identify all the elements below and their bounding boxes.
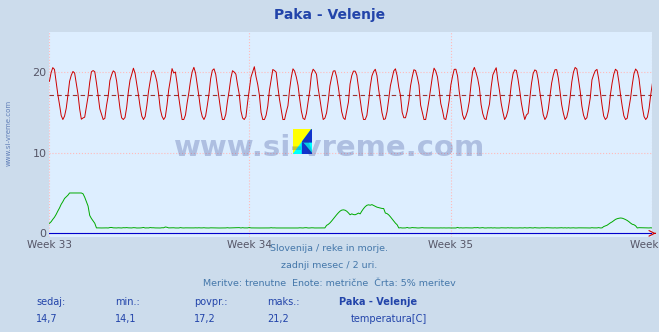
Text: Meritve: trenutne  Enote: metrične  Črta: 5% meritev: Meritve: trenutne Enote: metrične Črta: … xyxy=(203,279,456,288)
Text: Paka - Velenje: Paka - Velenje xyxy=(274,8,385,22)
Text: povpr.:: povpr.: xyxy=(194,297,228,307)
Text: 17,2: 17,2 xyxy=(194,314,216,324)
Text: min.:: min.: xyxy=(115,297,140,307)
Text: www.si-vreme.com: www.si-vreme.com xyxy=(5,100,12,166)
Polygon shape xyxy=(302,142,312,154)
Text: 14,7: 14,7 xyxy=(36,314,58,324)
Text: Paka - Velenje: Paka - Velenje xyxy=(339,297,418,307)
Polygon shape xyxy=(293,129,312,154)
Text: 14,1: 14,1 xyxy=(115,314,137,324)
Text: Slovenija / reke in morje.: Slovenija / reke in morje. xyxy=(270,244,389,253)
Text: zadnji mesec / 2 uri.: zadnji mesec / 2 uri. xyxy=(281,261,378,270)
Text: sedaj:: sedaj: xyxy=(36,297,65,307)
Polygon shape xyxy=(293,129,312,154)
Text: 21,2: 21,2 xyxy=(267,314,289,324)
Text: maks.:: maks.: xyxy=(267,297,299,307)
Text: www.si-vreme.com: www.si-vreme.com xyxy=(174,134,485,162)
Polygon shape xyxy=(302,129,312,142)
Text: temperatura[C]: temperatura[C] xyxy=(351,314,428,324)
